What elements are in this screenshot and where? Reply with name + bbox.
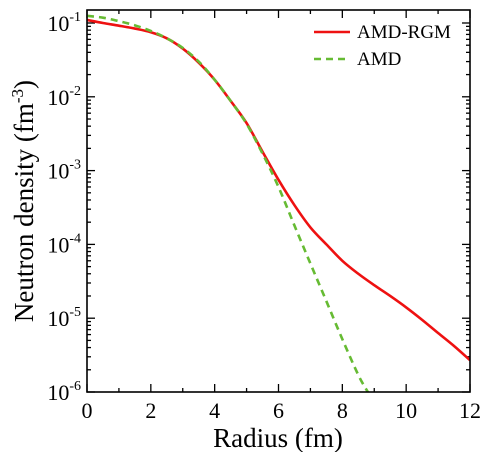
y-axis-title-main: Neutron density (fm (9, 103, 39, 322)
x-axis-title: Radius (fm) (213, 423, 343, 452)
x-axis-ticks: 0 2 4 6 8 10 12 (82, 10, 481, 423)
y-tick-label: 10-3 (47, 158, 81, 184)
x-tick-label: 0 (82, 398, 93, 423)
y-tick-label: 10-4 (47, 231, 81, 257)
x-tick-label: 8 (337, 398, 348, 423)
x-tick-label: 6 (273, 398, 284, 423)
x-tick-label: 12 (459, 398, 481, 423)
plot-frame (86, 9, 471, 393)
x-tick-label: 4 (209, 398, 220, 423)
y-axis-title: Neutron density (fm-3) (8, 80, 39, 322)
y-tick-label: 10-6 (47, 379, 81, 405)
x-tick-label: 2 (145, 398, 156, 423)
legend-label: AMD (357, 49, 401, 70)
y-axis-title-close: ) (9, 80, 39, 89)
legend: AMD-RGM AMD (314, 22, 451, 70)
y-tick-label: 10-2 (47, 84, 81, 110)
x-tick-label: 10 (395, 398, 417, 423)
series-line-amd (87, 14, 370, 392)
y-tick-label: 10-5 (47, 305, 81, 331)
y-axis-title-exponent: -3 (8, 89, 27, 103)
legend-label: AMD-RGM (357, 22, 451, 43)
series-layer (87, 14, 470, 392)
y-tick-label: 10-1 (47, 10, 81, 36)
plot-area (87, 10, 470, 392)
